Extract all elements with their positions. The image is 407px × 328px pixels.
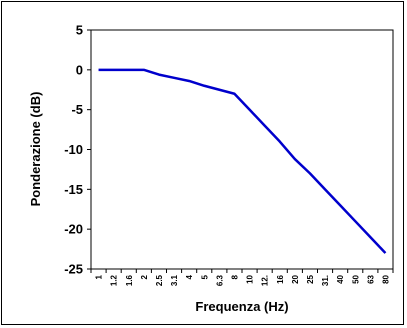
x-tick-label: 1.2 (110, 274, 119, 286)
y-axis-title: Ponderazione (dB) (28, 92, 43, 207)
x-tick-label: 5 (200, 274, 209, 279)
x-tick-label: 40 (336, 274, 345, 283)
x-tick-label: 63 (366, 274, 375, 283)
x-tick-label: 2.5 (155, 274, 164, 286)
plot-area (90, 29, 394, 270)
x-axis: 1 1.2 1.6 2 2.5 3.1 4 5 6.3 8 10 12. 16 20 25 31. 40 50 63… (90, 269, 394, 286)
series-line (98, 68, 387, 254)
x-tick-label: 20 (291, 274, 300, 283)
x-tick-label: 1 (95, 274, 104, 279)
x-tick-label: 3.1 (170, 274, 179, 286)
x-tick-label: 4 (185, 274, 194, 279)
x-tick-label: 16 (276, 274, 285, 283)
y-axis: 5 0 -5 -10 -15 -20 -25 (64, 23, 91, 277)
x-axis-title: Frequenza (Hz) (195, 299, 288, 314)
x-tick-label: 2 (140, 274, 149, 279)
y-tick-label: 5 (76, 23, 83, 38)
y-tick-label: -10 (64, 142, 83, 157)
y-tick-label: -25 (64, 262, 83, 277)
x-tick-label: 50 (351, 274, 360, 283)
x-tick-label: 31. (321, 275, 330, 286)
y-tick-label: -15 (64, 182, 83, 197)
x-tick-label: 12. (261, 275, 270, 286)
x-tick-label: 1.6 (125, 274, 134, 286)
y-tick-label: 0 (76, 62, 83, 77)
x-tick-label: 25 (306, 274, 315, 283)
y-tick-label: -5 (71, 102, 83, 117)
x-tick-label: 10 (246, 274, 255, 283)
y-tick-label: -20 (64, 222, 83, 237)
x-tick-label: 6.3 (215, 274, 224, 286)
x-tick-label: 80 (381, 274, 390, 283)
x-tick-label: 8 (230, 274, 239, 279)
